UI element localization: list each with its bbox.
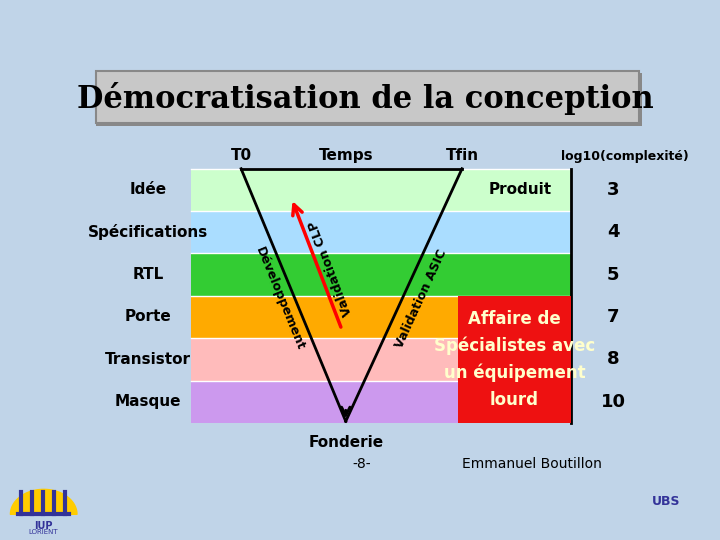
Text: log10(complexité): log10(complexité) bbox=[561, 150, 688, 163]
Text: 7: 7 bbox=[607, 308, 619, 326]
FancyBboxPatch shape bbox=[96, 123, 640, 126]
Bar bbox=[191, 338, 570, 381]
Text: Masque: Masque bbox=[115, 394, 181, 409]
Text: -8-: -8- bbox=[352, 457, 371, 470]
Text: 10: 10 bbox=[600, 393, 626, 411]
Text: 5: 5 bbox=[607, 266, 619, 284]
Text: UBS: UBS bbox=[652, 495, 680, 509]
Text: Produit: Produit bbox=[489, 183, 552, 198]
Text: Porte: Porte bbox=[125, 309, 171, 325]
Text: T0: T0 bbox=[230, 147, 252, 163]
Text: Tfin: Tfin bbox=[446, 147, 479, 163]
Text: 8: 8 bbox=[607, 350, 619, 368]
Text: Idée: Idée bbox=[130, 183, 167, 198]
Text: Affaire de
Spécialistes avec
un équipement
lourd: Affaire de Spécialistes avec un équipeme… bbox=[433, 310, 595, 409]
Text: 4: 4 bbox=[607, 223, 619, 241]
Text: Validation ASIC: Validation ASIC bbox=[392, 247, 449, 350]
Text: Validation CLP: Validation CLP bbox=[307, 218, 355, 318]
Text: RTL: RTL bbox=[132, 267, 163, 282]
Text: IUP: IUP bbox=[34, 521, 53, 531]
Bar bbox=[191, 296, 570, 338]
Bar bbox=[191, 253, 570, 296]
Text: Transistor: Transistor bbox=[105, 352, 191, 367]
Text: Temps: Temps bbox=[318, 147, 373, 163]
Bar bbox=[191, 381, 570, 423]
Text: Spécifications: Spécifications bbox=[88, 224, 208, 240]
FancyBboxPatch shape bbox=[96, 71, 639, 123]
Text: Fonderie: Fonderie bbox=[308, 435, 383, 450]
Text: Démocratisation de la conception: Démocratisation de la conception bbox=[77, 82, 654, 115]
Text: Développement: Développement bbox=[253, 245, 307, 353]
Bar bbox=[458, 296, 570, 423]
Text: LORIENT: LORIENT bbox=[28, 529, 58, 535]
FancyBboxPatch shape bbox=[639, 73, 642, 126]
Bar bbox=[191, 211, 570, 253]
Bar bbox=[191, 168, 570, 211]
Text: 3: 3 bbox=[607, 181, 619, 199]
Text: Emmanuel Boutillon: Emmanuel Boutillon bbox=[462, 457, 602, 470]
